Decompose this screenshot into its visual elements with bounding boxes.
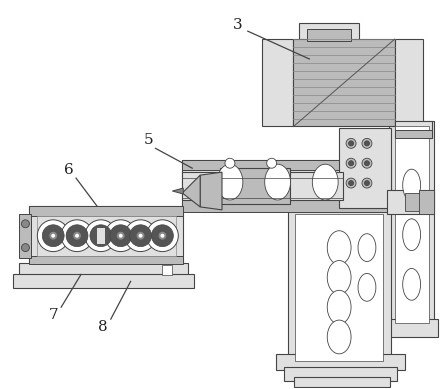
Polygon shape: [172, 188, 183, 194]
Circle shape: [21, 244, 29, 252]
Circle shape: [362, 178, 372, 188]
Bar: [37, 216, 176, 256]
Ellipse shape: [327, 290, 351, 324]
Bar: [387, 190, 435, 214]
Bar: [295, 214, 383, 361]
Bar: [299, 23, 359, 41]
Circle shape: [37, 220, 69, 252]
Circle shape: [349, 180, 354, 186]
Ellipse shape: [403, 169, 420, 201]
Bar: [276, 354, 405, 370]
Text: 5: 5: [144, 133, 153, 147]
Circle shape: [136, 232, 144, 240]
Circle shape: [346, 178, 356, 188]
Bar: [389, 121, 435, 329]
Bar: [284, 367, 397, 381]
Circle shape: [160, 234, 164, 238]
Circle shape: [61, 220, 93, 252]
Bar: [383, 319, 439, 337]
Circle shape: [130, 225, 152, 247]
Bar: [19, 263, 188, 277]
Bar: [307, 29, 351, 41]
Ellipse shape: [327, 320, 351, 354]
Circle shape: [349, 161, 354, 166]
Bar: [182, 200, 391, 212]
Ellipse shape: [358, 234, 376, 261]
Ellipse shape: [403, 268, 420, 300]
Bar: [29, 206, 183, 263]
Bar: [419, 190, 435, 214]
Circle shape: [346, 158, 356, 168]
Ellipse shape: [217, 164, 243, 200]
Circle shape: [117, 232, 124, 240]
Circle shape: [346, 138, 356, 148]
Circle shape: [42, 225, 64, 247]
Text: 6: 6: [64, 163, 74, 177]
Circle shape: [267, 158, 276, 168]
Bar: [13, 274, 194, 288]
Bar: [163, 265, 172, 275]
Circle shape: [85, 220, 117, 252]
Text: 7: 7: [48, 308, 58, 322]
Bar: [395, 121, 432, 138]
Polygon shape: [182, 175, 200, 207]
Bar: [293, 39, 395, 126]
Bar: [262, 39, 293, 126]
Text: 3: 3: [233, 18, 243, 32]
Bar: [97, 228, 105, 244]
Text: 8: 8: [98, 320, 108, 334]
Ellipse shape: [264, 164, 291, 200]
Ellipse shape: [403, 219, 420, 251]
Circle shape: [124, 220, 156, 252]
Circle shape: [119, 234, 123, 238]
Circle shape: [159, 232, 167, 240]
Circle shape: [365, 180, 369, 186]
Circle shape: [362, 158, 372, 168]
Bar: [182, 160, 391, 170]
Circle shape: [75, 234, 79, 238]
Circle shape: [152, 225, 173, 247]
Bar: [295, 377, 390, 387]
Circle shape: [51, 234, 55, 238]
Ellipse shape: [358, 273, 376, 301]
Ellipse shape: [327, 261, 351, 294]
Bar: [19, 214, 31, 258]
Circle shape: [147, 220, 179, 252]
Circle shape: [105, 220, 136, 252]
Circle shape: [362, 138, 372, 148]
Bar: [405, 193, 432, 211]
Bar: [339, 128, 391, 208]
Circle shape: [139, 234, 143, 238]
Circle shape: [49, 232, 57, 240]
Bar: [220, 168, 290, 204]
Circle shape: [99, 234, 103, 238]
Bar: [288, 208, 391, 362]
Circle shape: [73, 232, 81, 240]
Circle shape: [225, 158, 235, 168]
Bar: [395, 39, 423, 126]
Bar: [29, 256, 183, 263]
Ellipse shape: [312, 164, 338, 200]
Bar: [182, 160, 391, 208]
Bar: [182, 172, 343, 200]
Circle shape: [349, 141, 354, 146]
Polygon shape: [200, 172, 222, 210]
Bar: [395, 126, 428, 323]
Circle shape: [66, 225, 88, 247]
Ellipse shape: [327, 231, 351, 265]
Circle shape: [97, 232, 105, 240]
Circle shape: [90, 225, 112, 247]
Bar: [29, 206, 183, 216]
Circle shape: [365, 161, 369, 166]
Bar: [395, 130, 432, 138]
Circle shape: [21, 220, 29, 228]
Circle shape: [110, 225, 132, 247]
Circle shape: [365, 141, 369, 146]
